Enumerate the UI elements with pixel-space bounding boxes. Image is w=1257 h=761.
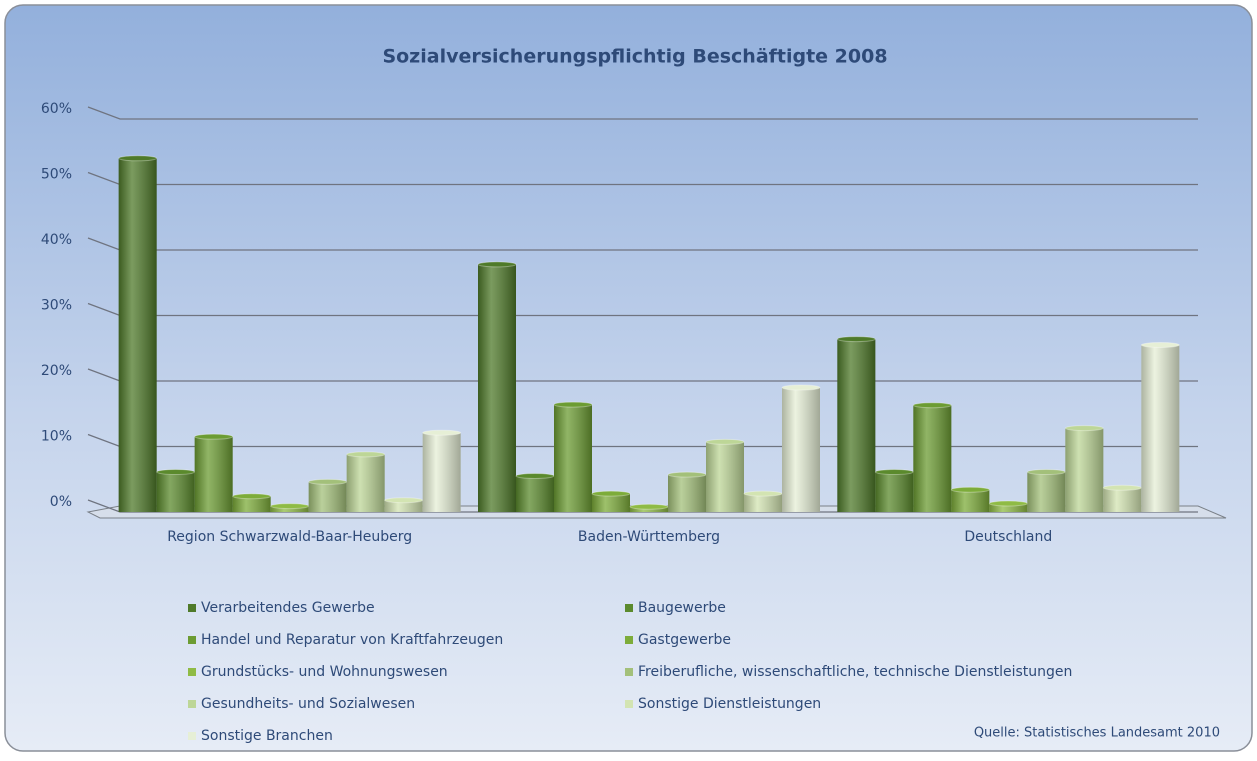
bar-top [667,471,707,478]
bar-shade [384,500,423,512]
bar-shade [875,472,914,512]
legend-label: Sonstige Dienstleistungen [638,696,821,712]
bar-top [422,429,462,436]
bar-top [477,261,517,268]
bar-shade [744,493,782,512]
bar-top [1026,469,1066,476]
bar-top [1064,425,1104,432]
bar-shade [913,405,952,512]
bar-shade [1103,487,1142,512]
chart-title: Sozialversicherungspflichtig Beschäftigt… [382,46,887,68]
bar-shade [706,441,744,512]
bar-top [874,469,914,476]
bar-shade [308,481,347,512]
legend-label: Handel und Reparatur von Kraftfahrzeugen [201,632,503,648]
bar-top [705,438,745,445]
bar-shade [156,472,195,512]
bar-shade [837,339,876,512]
bar-top [194,433,234,440]
legend-label: Grundstücks- und Wohnungswesen [201,664,448,680]
bar-top [988,500,1028,507]
legend-label: Gesundheits- und Sozialwesen [201,696,415,712]
legend-swatch [625,636,633,644]
bar-shade [1065,428,1104,512]
bar-top [118,155,158,162]
grid-line [87,106,1198,120]
legend-label: Verarbeitendes Gewerbe [201,600,375,616]
y-tick-label: 60% [41,101,72,117]
bar-top [629,503,669,510]
bar-top [950,486,990,493]
y-tick-label: 40% [41,232,72,248]
panel [4,4,1253,752]
y-tick-label: 20% [41,363,72,379]
legend-label: Baugewerbe [638,600,726,616]
bar-top [743,490,783,497]
y-tick-label: 10% [41,429,72,445]
bar-shade [630,506,668,512]
bar-shade [422,432,461,512]
y-tick-label: 30% [41,298,72,314]
bar-shade [668,474,706,512]
bar-top [591,490,631,497]
bar-top [1140,341,1180,348]
legend-label: Freiberufliche, wissenschaftliche, techn… [638,664,1072,680]
bar-shade [232,496,271,512]
bar-top [346,451,386,458]
bar-top [836,336,876,343]
bar-shade [270,506,309,512]
bar-shade [989,503,1028,512]
x-tick-label: Region Schwarzwald-Baar-Heuberg [167,529,412,545]
bar-top [515,472,555,479]
bar-top [232,493,272,500]
bar-top [308,478,348,485]
bar-shade [951,489,990,512]
legend-swatch [625,668,633,676]
bar-shade [118,158,157,513]
bar-shade [478,264,516,512]
legend-swatch [188,604,196,612]
legend-label: Gastgewerbe [638,632,731,648]
bar-top [384,497,424,504]
bar-shade [782,387,820,512]
legend-label: Sonstige Branchen [201,728,333,744]
legend-swatch [625,604,633,612]
bar-top [912,402,952,409]
legend-swatch [188,732,196,740]
x-tick-label: Deutschland [964,529,1052,545]
bar-top [553,401,593,408]
bar-shade [516,475,554,512]
legend-swatch [188,668,196,676]
bar-top [156,469,196,476]
bar-shade [1141,344,1180,512]
y-tick-label: 50% [41,167,72,183]
legend-swatch [188,700,196,708]
bar-shade [554,404,592,512]
bar-shade [1027,472,1066,512]
bar-shade [194,436,233,512]
legend-swatch [625,700,633,708]
source: Quelle: Statistisches Landesamt 2010 [974,726,1220,741]
bar-top [1102,484,1142,491]
x-tick-label: Baden-Württemberg [578,529,720,545]
bar-shade [592,493,630,512]
bar-top [270,503,310,510]
y-tick-label: 0% [50,494,72,510]
bar-top [781,384,821,391]
legend-swatch [188,636,196,644]
bar-shade [346,454,385,512]
